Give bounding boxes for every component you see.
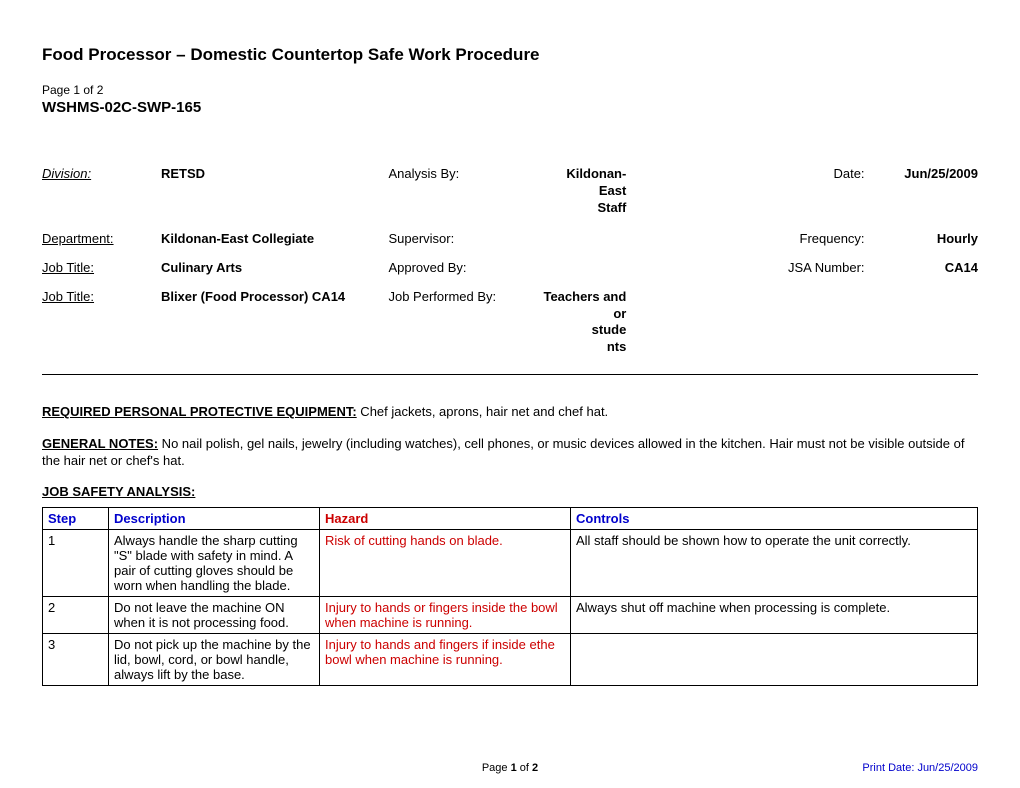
meta-row-jobtitle2: Job Title: Blixer (Food Processor) CA14 … [42,289,978,371]
cell-hazard: Injury to hands or fingers inside the bo… [320,596,571,633]
division-label: Division: [42,166,161,231]
divider [42,374,978,375]
ppe-section: REQUIRED PERSONAL PROTECTIVE EQUIPMENT: … [42,403,978,421]
table-row: 2 Do not leave the machine ON when it is… [43,596,978,633]
analysis-by-label: Analysis By: [388,166,522,231]
jsa-number-value: CA14 [875,260,978,289]
supervisor-value [523,231,626,260]
table-row: 3 Do not pick up the machine by the lid,… [43,633,978,685]
supervisor-label: Supervisor: [388,231,522,260]
cell-description: Do not leave the machine ON when it is n… [109,596,320,633]
department-label: Department: [42,231,161,260]
metadata-table: Division: RETSD Analysis By: Kildonan-Ea… [42,166,978,370]
ppe-label: REQUIRED PERSONAL PROTECTIVE EQUIPMENT: [42,404,357,419]
footer-page: Page 1 of 2 [42,762,978,774]
col-step-header: Step [43,507,109,529]
frequency-label: Frequency: [626,231,874,260]
footer-print-date: Print Date: Jun/25/2009 [862,762,978,774]
cell-step: 3 [43,633,109,685]
jobtitle2-value: Blixer (Food Processor) CA14 [161,289,389,371]
jobtitle2-label: Job Title: [42,289,161,371]
cell-step: 2 [43,596,109,633]
approved-by-label: Approved By: [388,260,522,289]
approved-by-value [523,260,626,289]
cell-hazard: Injury to hands and fingers if inside et… [320,633,571,685]
cell-description: Always handle the sharp cutting "S" blad… [109,529,320,596]
notes-section: GENERAL NOTES: No nail polish, gel nails… [42,435,978,470]
col-hazard-header: Hazard [320,507,571,529]
notes-text: No nail polish, gel nails, jewelry (incl… [42,436,964,469]
cell-controls: All staff should be shown how to operate… [571,529,978,596]
jsa-number-label: JSA Number: [626,260,874,289]
performed-by-label: Job Performed By: [388,289,522,371]
analysis-by-value: Kildonan-EastStaff [523,166,626,231]
notes-label: GENERAL NOTES: [42,436,158,451]
cell-controls: Always shut off machine when processing … [571,596,978,633]
performed-by-value: Teachers andorstudents [523,289,626,371]
meta-row-department: Department: Kildonan-East Collegiate Sup… [42,231,978,260]
jsa-heading: JOB SAFETY ANALYSIS: [42,484,978,499]
jobtitle1-label: Job Title: [42,260,161,289]
page-count-top: Page 1 of 2 [42,83,978,97]
cell-step: 1 [43,529,109,596]
table-row: 1 Always handle the sharp cutting "S" bl… [43,529,978,596]
document-page: Food Processor – Domestic Countertop Saf… [0,0,1020,788]
col-controls-header: Controls [571,507,978,529]
division-value: RETSD [161,166,389,231]
jsa-table: Step Description Hazard Controls 1 Alway… [42,507,978,686]
date-label: Date: [626,166,874,231]
meta-row-jobtitle1: Job Title: Culinary Arts Approved By: JS… [42,260,978,289]
ppe-text: Chef jackets, aprons, hair net and chef … [357,404,608,419]
date-value: Jun/25/2009 [875,166,978,231]
document-code: WSHMS-02C-SWP-165 [42,99,978,116]
frequency-value: Hourly [875,231,978,260]
footer: Page 1 of 2 Print Date: Jun/25/2009 [42,762,978,774]
col-description-header: Description [109,507,320,529]
document-title: Food Processor – Domestic Countertop Saf… [42,45,978,65]
meta-row-division: Division: RETSD Analysis By: Kildonan-Ea… [42,166,978,231]
jobtitle1-value: Culinary Arts [161,260,389,289]
cell-description: Do not pick up the machine by the lid, b… [109,633,320,685]
cell-hazard: Risk of cutting hands on blade. [320,529,571,596]
department-value: Kildonan-East Collegiate [161,231,389,260]
cell-controls [571,633,978,685]
jsa-header-row: Step Description Hazard Controls [43,507,978,529]
